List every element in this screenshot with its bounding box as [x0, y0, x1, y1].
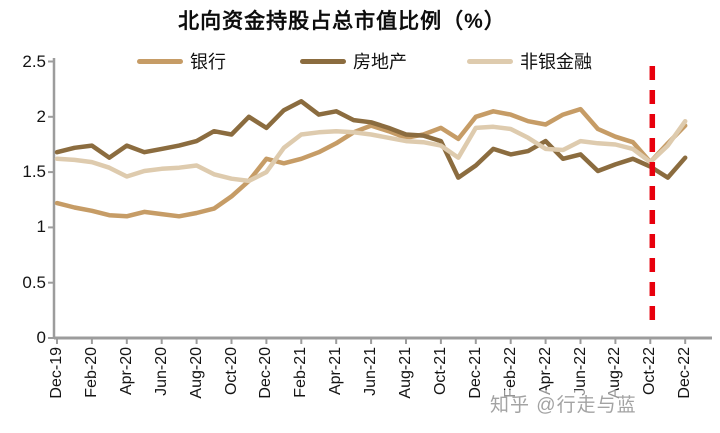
y-axis-label: 2 [36, 106, 46, 126]
x-axis-label: Jun-21 [362, 347, 380, 396]
y-axis-label: 0.5 [22, 272, 46, 292]
series-line-non-bank-financial [54, 118, 688, 184]
x-axis-label: Apr-20 [117, 347, 135, 396]
x-axis-label: Feb-20 [82, 347, 100, 398]
y-axis-label: 0 [36, 328, 46, 347]
legend-item-bank: 银行 [137, 51, 226, 72]
chart-title: 北向资金持股占总市值比例（%） [178, 10, 506, 33]
series-line-real-estate [54, 99, 688, 180]
x-axis-label: Jun-20 [152, 347, 170, 396]
x-axis-label: Dec-22 [676, 347, 694, 399]
legend-label-bank: 银行 [190, 52, 226, 72]
x-axis-label: Aug-21 [397, 347, 414, 399]
y-axis-label: 2.5 [22, 51, 46, 71]
x-axis-label: Oct-20 [222, 347, 240, 396]
x-axis-label: Dec-20 [257, 347, 275, 399]
y-axis-label: 1 [36, 217, 46, 237]
x-axis-label: Oct-22 [641, 347, 659, 396]
x-axis-label: Dec-21 [466, 347, 484, 399]
x-axis-label: Apr-21 [327, 347, 345, 396]
x-axis-label: Aug-20 [187, 347, 205, 399]
legend-label-real-estate: 房地产 [353, 52, 407, 72]
legend-swatch-bank-icon [137, 58, 183, 64]
watermark: 知乎 @行走与蓝 [487, 390, 640, 417]
x-axis-label: Oct-21 [431, 347, 449, 396]
legend-label-non-bank-financial: 非银金融 [520, 52, 592, 72]
legend-swatch-real-estate-icon [300, 58, 346, 64]
legend-item-real-estate: 房地产 [300, 51, 407, 72]
legend-item-non-bank-financial: 非银金融 [467, 51, 592, 72]
x-axis-label: Dec-19 [48, 347, 65, 399]
series-line-bank [54, 106, 688, 219]
legend-swatch-non-bank-financial-icon [467, 58, 513, 64]
x-axis-label: Feb-21 [292, 347, 310, 398]
y-axis-label: 1.5 [22, 162, 46, 182]
